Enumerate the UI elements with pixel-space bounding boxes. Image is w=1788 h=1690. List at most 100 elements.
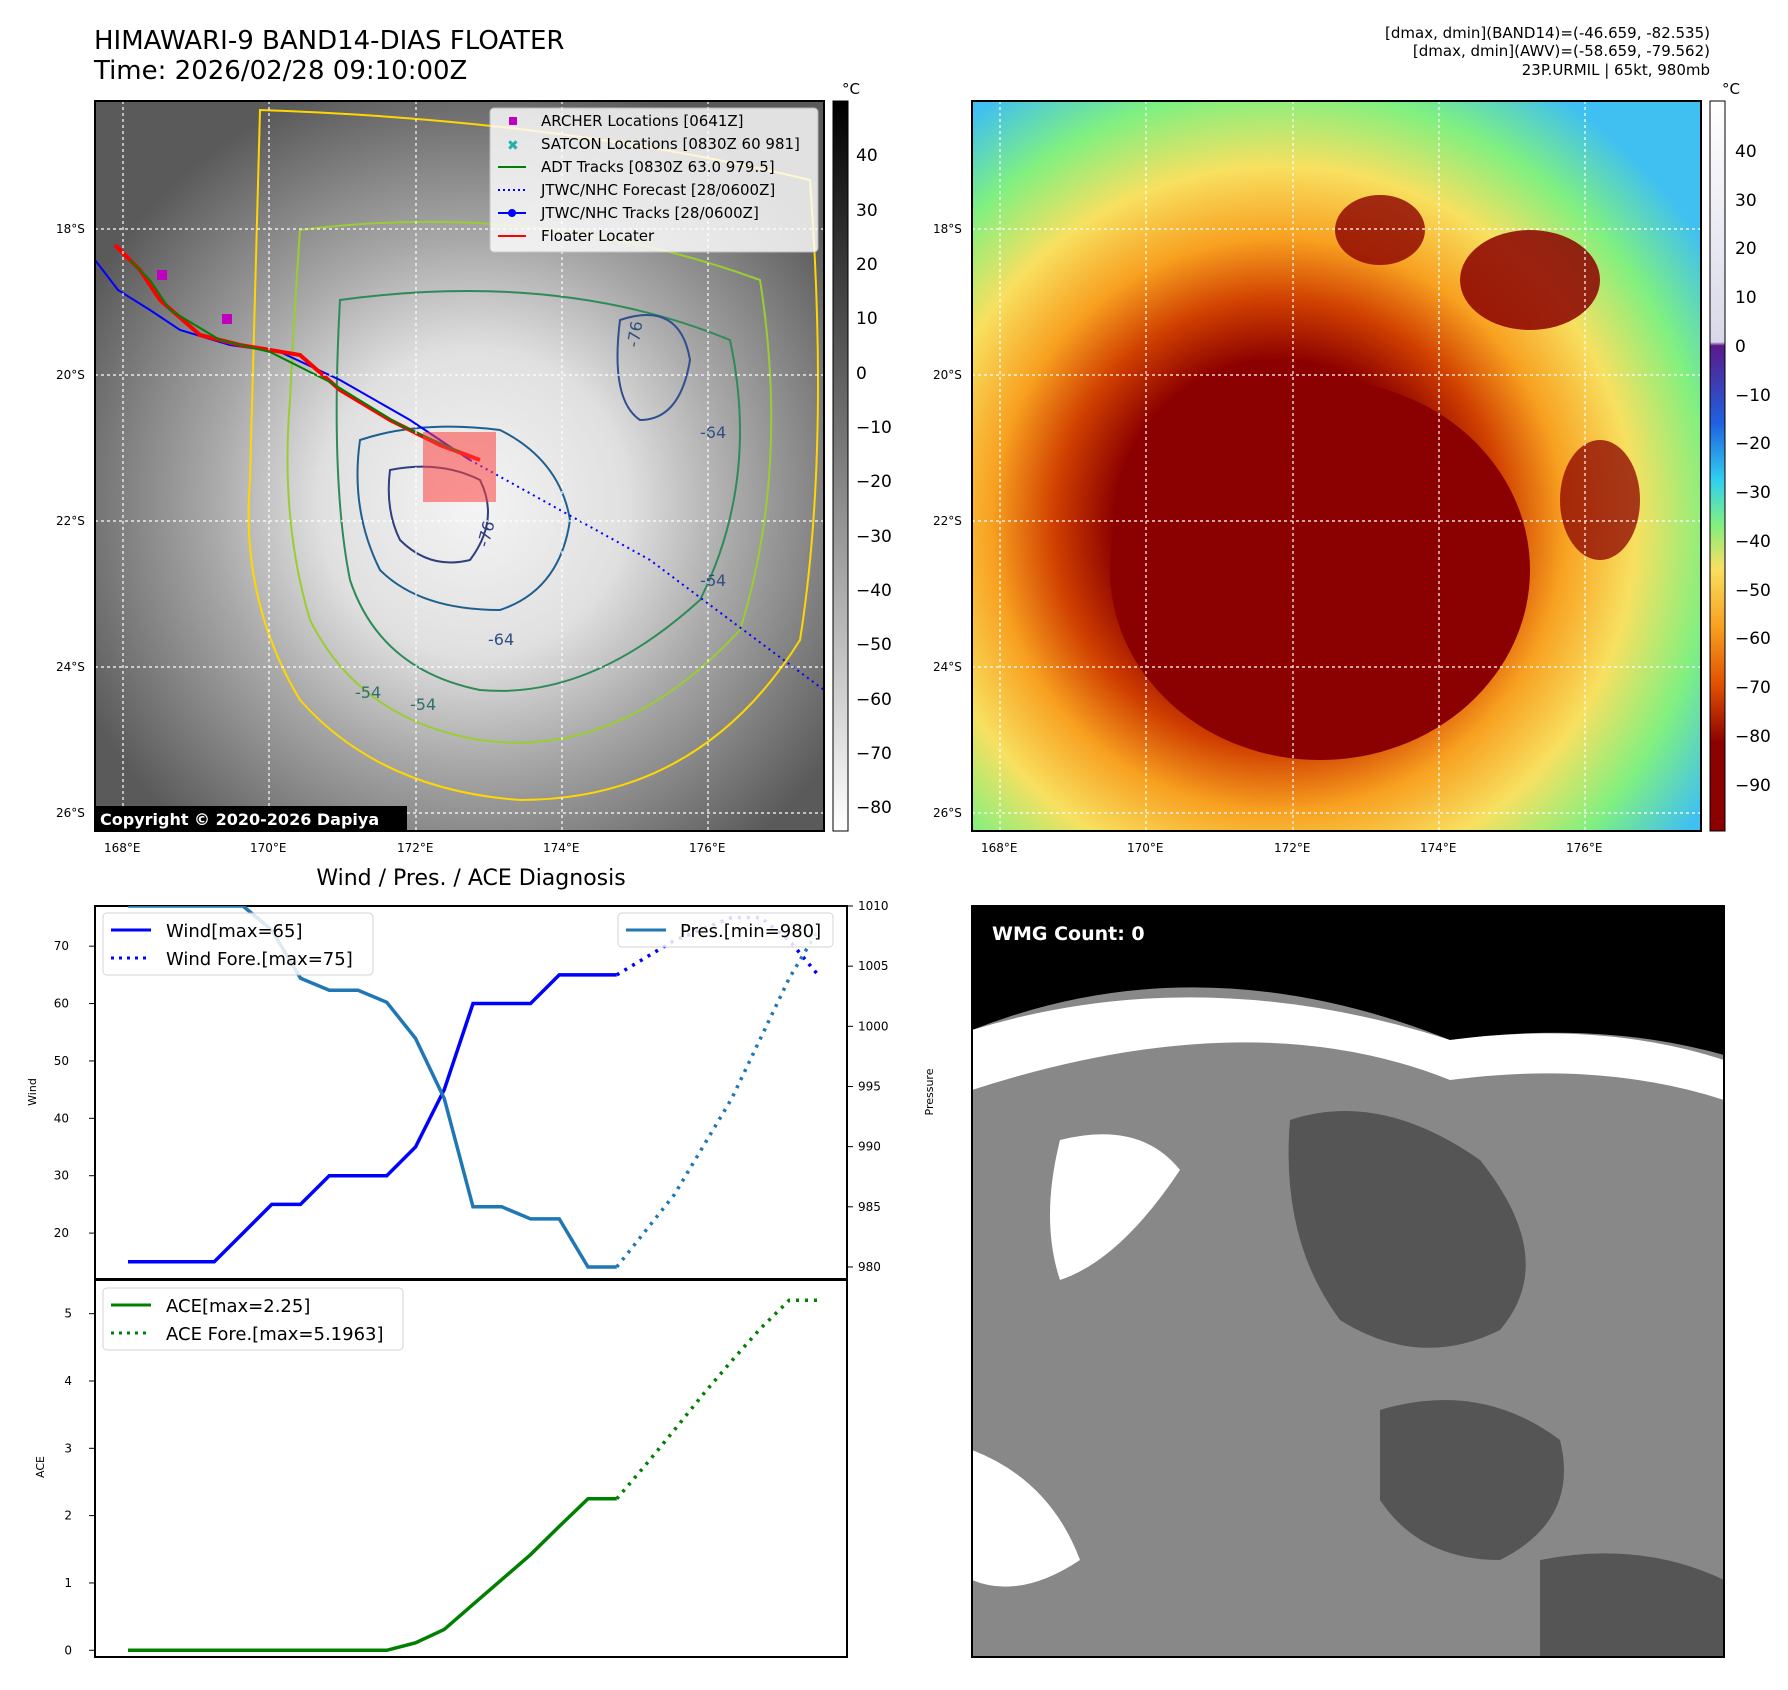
copyright: Copyright © 2020-2026 Dapiya [100,810,379,829]
wmg-panel: WMG Count: 0 [971,905,1725,1658]
awv-map-frame [971,100,1702,832]
ace-tick-label: 2 [64,1509,72,1523]
color-tick: 40 [1735,142,1757,162]
wind-y-ticks: 20 30 40 50 60 70 [54,939,95,1240]
series-ace-max------ [128,1497,617,1653]
legend-floater: Floater Locater [541,227,655,245]
timestamp: Time: 2026/02/28 09:10:00Z [94,56,468,86]
contour-label: -54 [410,695,436,714]
legend-pressure: Pres.[min=980] [680,921,821,942]
color-tick: 10 [1735,288,1757,308]
lat-label: 24°S [933,660,962,674]
pressure-tick-label: 985 [858,1200,881,1214]
wmg-dark-region [1380,1400,1564,1560]
gray-tick: 30 [856,201,878,221]
band14-stats: [dmax, dmin](BAND14)=(-46.659, -82.535) [1385,24,1710,42]
legend-adt: ADT Tracks [0830Z 63.0 979.5] [541,158,775,176]
lat-label: 26°S [933,806,962,820]
ace-series [128,1298,818,1653]
wmg-white-patch [1050,1134,1180,1280]
pressure-tick-label: 1005 [858,959,889,973]
legend-ace: ACE[max=2.25] [166,1296,310,1317]
wind-tick-label: 70 [54,939,69,953]
wmg-white-band [972,997,1724,1100]
lat-label: 24°S [56,660,85,674]
gray-tick: −80 [856,798,892,818]
legend-archer: ARCHER Locations [0641Z] [541,112,744,130]
color-tick: −20 [1735,434,1771,454]
legend-jtwc-forecast: JTWC/NHC Forecast [28/0600Z] [540,181,775,199]
color-tick: 30 [1735,191,1757,211]
color-tick: −10 [1735,386,1771,406]
wind-pres-series [128,906,820,1269]
pressure-axis-label: Pressure [923,1068,936,1115]
pressure-tick-label: 1010 [858,899,889,913]
awv-gridlines [972,101,1701,831]
archer-marker [222,314,232,324]
gray-tick: −10 [856,418,892,438]
wmg-count: WMG Count: 0 [992,923,1145,945]
wind-tick-label: 50 [54,1054,69,1068]
cold-cloud-cell [1460,230,1600,330]
diagnosis-title: Wind / Pres. / ACE Diagnosis [316,866,625,891]
legend-ace-forecast: ACE Fore.[max=5.1963] [166,1324,384,1345]
lon-label: 176°E [1566,841,1603,855]
color-tick: 0 [1735,337,1746,357]
color-tick: −50 [1735,581,1771,601]
series-wind-max---- [128,973,617,1264]
ace-tick-label: 5 [64,1307,72,1321]
color-tick: 20 [1735,239,1757,259]
gray-colorbar: °C 40 30 20 10 0 −10 −20 −30 −40 −50 −60… [832,80,892,832]
ir-map-frame [94,100,825,832]
gray-tick: 10 [856,309,878,329]
map-legend: ARCHER Locations [0641Z] ✖ SATCON Locati… [489,107,819,253]
wind-tick-label: 30 [54,1169,69,1183]
lon-label: 176°E [689,841,726,855]
wind-legend: Wind[max=65] Wind Fore.[max=75] [102,912,374,976]
ace-tick-label: 3 [64,1441,72,1455]
chart-title: HIMAWARI-9 BAND14-DIAS FLOATER [94,26,565,56]
satcon-legend-marker: ✖ [507,138,519,154]
wind-axis-label: Wind [26,1078,39,1106]
pressure-tick-label: 995 [858,1079,881,1093]
gray-tick: 40 [856,146,878,166]
lon-label: 170°E [250,841,287,855]
series-pres--min----- [128,906,617,1269]
floater-locater-box [423,432,496,502]
cold-cloud-cell [1560,440,1640,560]
series-pres--fore- [615,929,820,1269]
lon-label: 172°E [1274,841,1311,855]
legend-wind-forecast: Wind Fore.[max=75] [166,949,353,970]
color-tick: −90 [1735,776,1771,796]
lon-label: 170°E [1127,841,1164,855]
contour-label: -54 [355,683,381,702]
legend-wind: Wind[max=65] [166,921,303,942]
lon-label: 174°E [543,841,580,855]
adt-track-line [129,259,461,453]
jtwc-track-line [95,259,471,461]
wmg-frame [971,905,1725,1658]
color-colorbar-unit: °C [1722,80,1740,98]
copyright-box [95,806,407,832]
wmg-count-box [984,918,1162,948]
lon-label: 174°E [1420,841,1457,855]
lat-label: 18°S [56,222,85,236]
lon-label: 168°E [981,841,1018,855]
color-colorbar: °C 40 30 20 10 0 −10 −20 −30 −40 −50 −60… [1709,80,1771,832]
wind-tick-label: 40 [54,1111,69,1125]
pressure-tick-label: 990 [858,1140,881,1154]
storm-info: 23P.URMIL | 65kt, 980mb [1521,61,1710,79]
awv-map-axis-labels: 18°S 20°S 22°S 24°S 26°S 168°E 170°E 172… [933,222,1603,855]
gray-tick: −70 [856,744,892,764]
gray-tick: −40 [856,581,892,601]
lat-label: 22°S [56,514,85,528]
archer-legend-marker [509,117,517,125]
gray-tick: −30 [856,527,892,547]
gray-tick: −60 [856,690,892,710]
archer-marker [157,270,167,280]
ace-tick-label: 4 [64,1374,72,1388]
wmg-dark-core [1288,1111,1526,1348]
pressure-tick-label: 980 [858,1260,881,1274]
cold-cloud-core [1110,380,1530,760]
